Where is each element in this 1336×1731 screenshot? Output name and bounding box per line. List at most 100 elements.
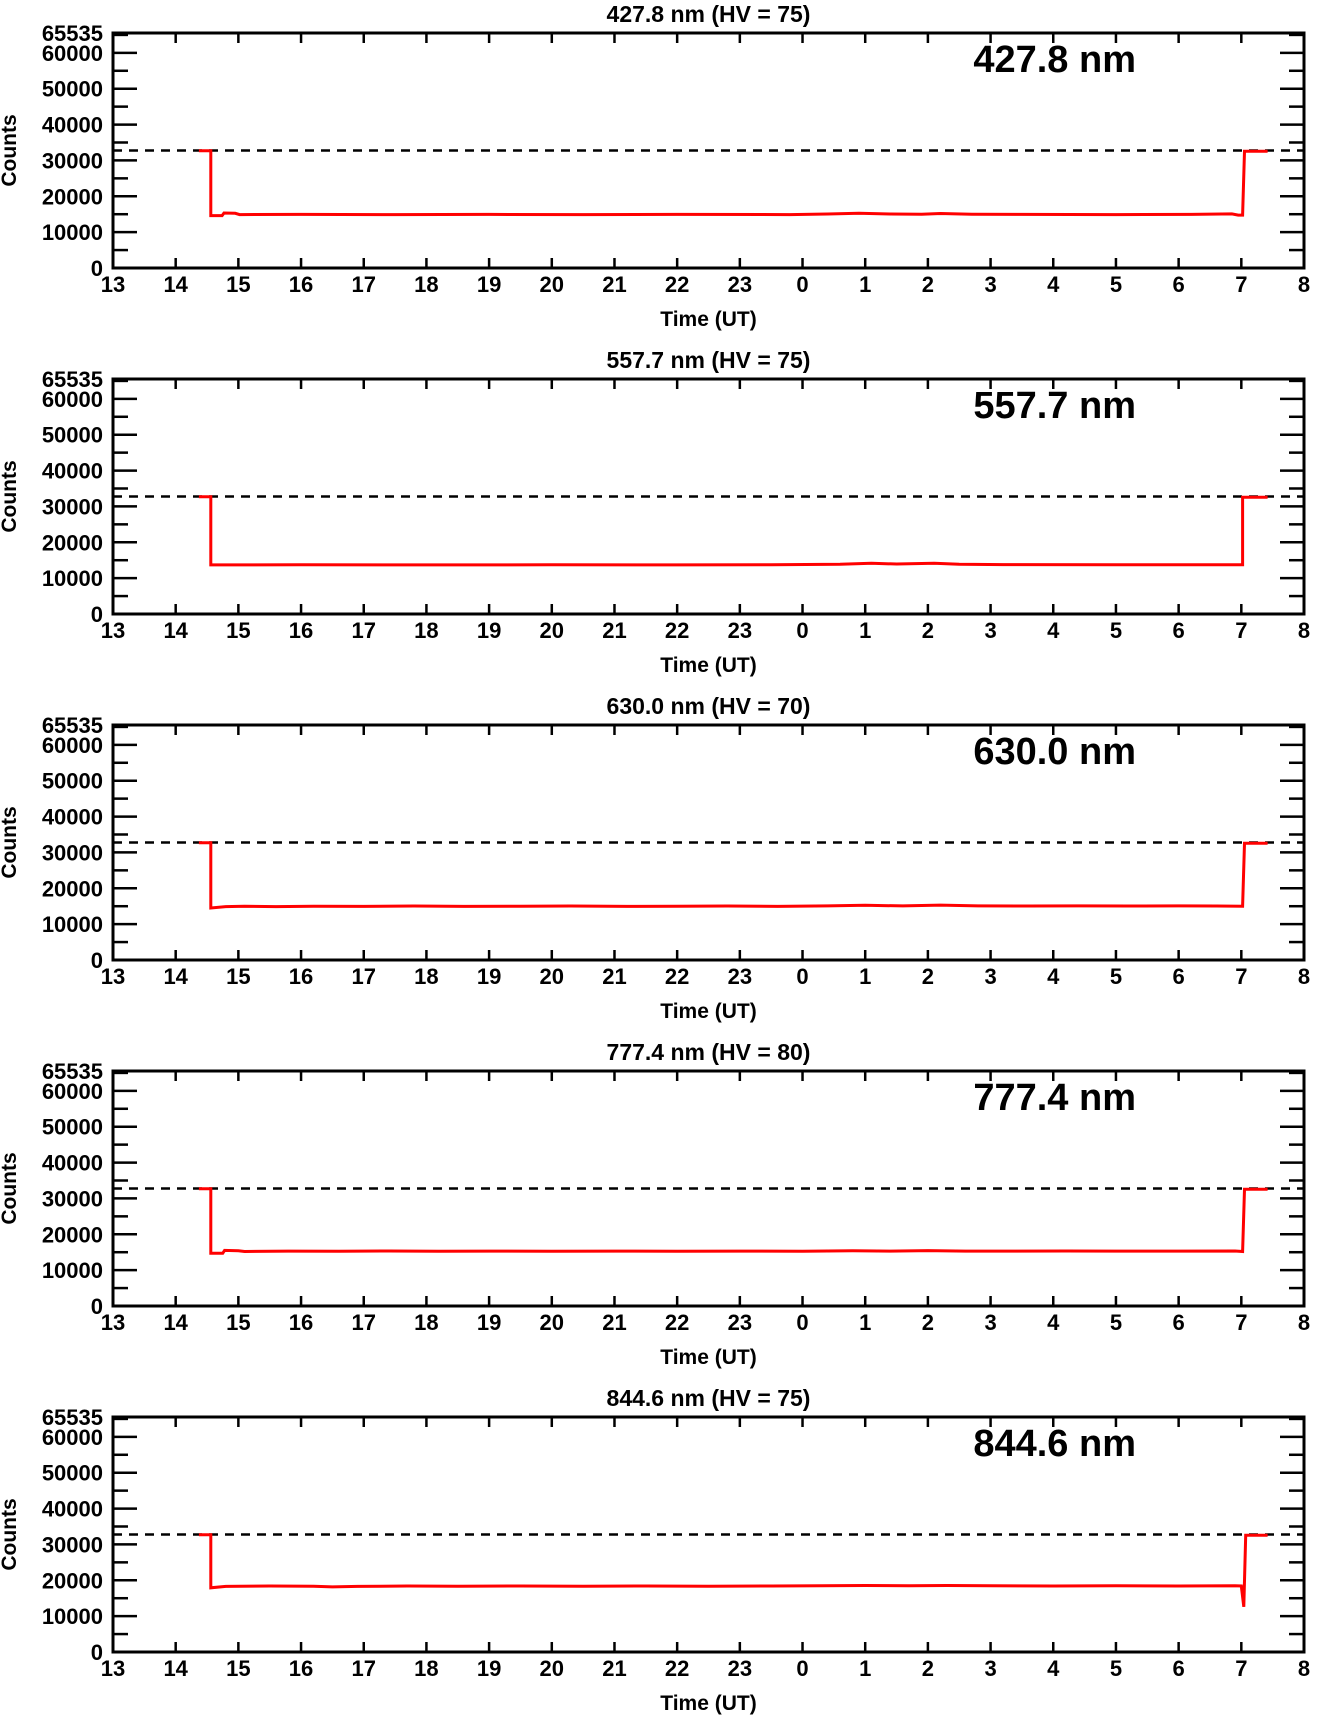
svg-text:60000: 60000 (42, 1425, 103, 1450)
y-axis-ticks (113, 1069, 1304, 1308)
wavelength-label: 630.0 nm (973, 731, 1136, 773)
x-axis-label: Time (UT) (660, 1000, 756, 1023)
svg-text:30000: 30000 (42, 148, 103, 173)
svg-text:7: 7 (1235, 964, 1247, 989)
svg-text:30000: 30000 (42, 494, 103, 519)
svg-text:2: 2 (922, 1656, 934, 1681)
svg-text:20: 20 (540, 964, 564, 989)
y-axis-label: Counts (0, 114, 21, 186)
svg-text:15: 15 (226, 1656, 250, 1681)
svg-text:7: 7 (1235, 272, 1247, 297)
y-axis-ticks (113, 723, 1304, 962)
y-axis-label: Counts (0, 806, 21, 878)
svg-text:1: 1 (859, 964, 871, 989)
svg-text:22: 22 (665, 1656, 689, 1681)
svg-text:5: 5 (1110, 964, 1122, 989)
svg-text:16: 16 (289, 1656, 313, 1681)
chart-630-0-nm: 0 10000 20000 30000 40000 50000 60000 65535 13 14… (0, 692, 1336, 1038)
svg-text:19: 19 (477, 1656, 501, 1681)
svg-text:20000: 20000 (42, 1222, 103, 1247)
svg-text:18: 18 (414, 1656, 438, 1681)
svg-text:3: 3 (984, 1656, 996, 1681)
svg-text:21: 21 (602, 618, 626, 643)
svg-text:13: 13 (101, 618, 125, 643)
svg-text:2: 2 (922, 272, 934, 297)
svg-text:30000: 30000 (42, 1532, 103, 1557)
counts-series-line (198, 841, 1268, 910)
x-axis-ticks (111, 725, 1306, 960)
wavelength-label: 777.4 nm (973, 1077, 1136, 1119)
svg-text:13: 13 (101, 1656, 125, 1681)
chart-title: 630.0 nm (HV = 70) (606, 693, 811, 719)
svg-text:22: 22 (665, 964, 689, 989)
svg-text:65535: 65535 (42, 21, 103, 46)
svg-text:5: 5 (1110, 618, 1122, 643)
svg-text:1: 1 (859, 1310, 871, 1335)
chart-777-4-nm: 0 10000 20000 30000 40000 50000 60000 65535 13 14… (0, 1038, 1336, 1384)
svg-text:0: 0 (91, 602, 103, 627)
chart-title: 557.7 nm (HV = 75) (606, 347, 811, 373)
svg-text:22: 22 (665, 272, 689, 297)
svg-text:4: 4 (1047, 272, 1060, 297)
svg-text:20000: 20000 (42, 1568, 103, 1593)
svg-text:0: 0 (796, 1656, 808, 1681)
svg-text:5: 5 (1110, 1310, 1122, 1335)
svg-text:6: 6 (1173, 272, 1185, 297)
x-axis-tick-labels: 13 14 15 16 17 18 19 20 21 22 23 0 1 2 3 4 5 6 7 8 (101, 964, 1310, 989)
svg-text:50000: 50000 (42, 1461, 103, 1486)
svg-text:14: 14 (163, 272, 188, 297)
svg-text:16: 16 (289, 618, 313, 643)
wavelength-label: 557.7 nm (973, 385, 1136, 427)
svg-text:23: 23 (728, 1656, 752, 1681)
chart-title: 777.4 nm (HV = 80) (606, 1039, 811, 1065)
svg-text:10000: 10000 (42, 912, 103, 937)
svg-text:18: 18 (414, 1310, 438, 1335)
svg-text:65535: 65535 (42, 1405, 103, 1430)
svg-text:0: 0 (796, 272, 808, 297)
svg-text:22: 22 (665, 1310, 689, 1335)
svg-text:10000: 10000 (42, 1258, 103, 1283)
svg-text:10000: 10000 (42, 566, 103, 591)
svg-text:18: 18 (414, 618, 438, 643)
svg-text:4: 4 (1047, 1656, 1060, 1681)
svg-text:3: 3 (984, 272, 996, 297)
svg-text:3: 3 (984, 1310, 996, 1335)
counts-series-line (198, 1187, 1268, 1255)
svg-text:60000: 60000 (42, 1079, 103, 1104)
y-axis-ticks (113, 1415, 1304, 1654)
svg-text:13: 13 (101, 964, 125, 989)
svg-text:5: 5 (1110, 272, 1122, 297)
x-axis-label: Time (UT) (660, 308, 756, 331)
svg-text:0: 0 (91, 1294, 103, 1319)
svg-text:3: 3 (984, 618, 996, 643)
x-axis-ticks (111, 1417, 1306, 1652)
svg-text:21: 21 (602, 1310, 626, 1335)
svg-text:20000: 20000 (42, 876, 103, 901)
svg-text:15: 15 (226, 964, 250, 989)
svg-text:7: 7 (1235, 1656, 1247, 1681)
svg-text:65535: 65535 (42, 713, 103, 738)
svg-text:17: 17 (351, 964, 375, 989)
y-axis-label: Counts (0, 1498, 21, 1570)
wavelength-label: 844.6 nm (973, 1423, 1136, 1465)
svg-text:50000: 50000 (42, 1115, 103, 1140)
x-axis-tick-labels: 13 14 15 16 17 18 19 20 21 22 23 0 1 2 3 4 5 6 7 8 (101, 1656, 1310, 1681)
svg-text:8: 8 (1298, 1310, 1310, 1335)
svg-text:20000: 20000 (42, 184, 103, 209)
svg-text:15: 15 (226, 1310, 250, 1335)
svg-text:2: 2 (922, 964, 934, 989)
svg-text:14: 14 (163, 1656, 188, 1681)
svg-text:17: 17 (351, 272, 375, 297)
svg-text:16: 16 (289, 1310, 313, 1335)
svg-text:50000: 50000 (42, 423, 103, 448)
svg-text:20: 20 (540, 1656, 564, 1681)
svg-text:21: 21 (602, 272, 626, 297)
chart-title: 427.8 nm (HV = 75) (606, 1, 811, 27)
svg-text:40000: 40000 (42, 805, 103, 830)
svg-text:60000: 60000 (42, 733, 103, 758)
x-axis-ticks (111, 379, 1306, 614)
